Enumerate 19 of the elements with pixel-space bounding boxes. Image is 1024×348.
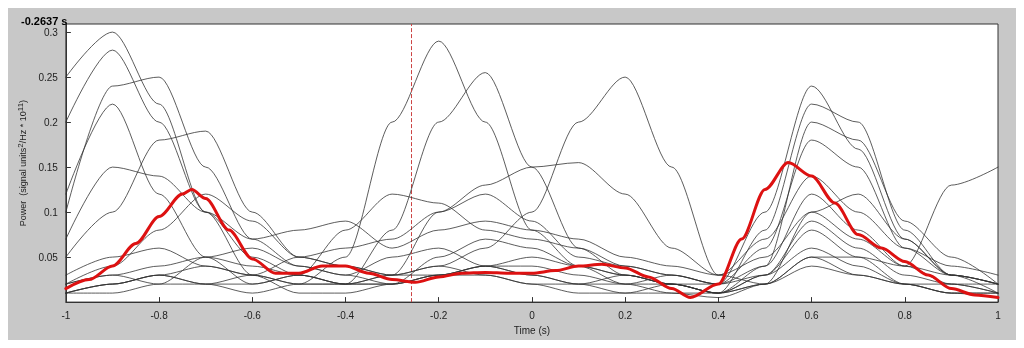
x-axis-title: Time (s) xyxy=(513,324,551,336)
x-tick-label: 1 xyxy=(995,309,1002,321)
y-tick-label: 0.05 xyxy=(38,251,59,263)
x-tick-label: 0.2 xyxy=(618,309,633,321)
y-tick-label: 0.1 xyxy=(43,206,59,218)
y-tick-label: 0.15 xyxy=(38,161,59,173)
y-tick-label: 0.25 xyxy=(38,71,59,83)
x-tick-label: -0.2 xyxy=(430,309,448,321)
x-tick-label: -1 xyxy=(61,309,71,321)
x-tick-label: 0.4 xyxy=(711,309,726,321)
chart-title: -0.2637 s xyxy=(21,14,68,27)
y-tick-label: 0.2 xyxy=(43,116,59,128)
x-tick-label: -0.8 xyxy=(150,309,169,321)
x-tick-label: -0.6 xyxy=(243,309,262,321)
x-tick-label: 0.6 xyxy=(804,309,819,321)
y-tick-label: 0.3 xyxy=(43,26,59,38)
x-tick-label: 0.8 xyxy=(897,309,913,321)
x-tick-label: 0 xyxy=(529,309,536,321)
x-tick-label: -0.4 xyxy=(336,309,355,321)
